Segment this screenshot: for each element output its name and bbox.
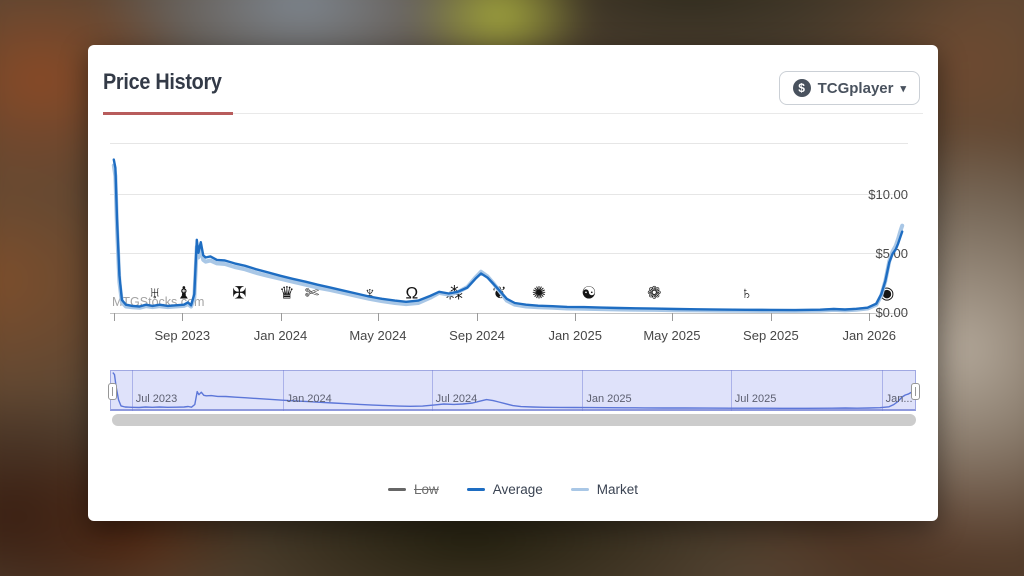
navigator-range-selector[interactable] bbox=[110, 370, 916, 411]
x-axis-tick bbox=[770, 313, 772, 321]
x-axis-tick bbox=[377, 313, 379, 321]
chart-plot-area[interactable] bbox=[110, 143, 908, 313]
x-axis-label: Jan 2025 bbox=[548, 328, 602, 343]
navigator-label: Jul 2024 bbox=[435, 393, 478, 405]
x-axis-label: May 2024 bbox=[349, 328, 407, 343]
legend-swatch bbox=[466, 488, 485, 491]
navigator-label: Jul 2023 bbox=[135, 393, 178, 405]
x-axis-label: Sep 2025 bbox=[743, 328, 799, 343]
x-axis-label: Sep 2024 bbox=[449, 328, 505, 343]
navigator-label: Jan... bbox=[885, 393, 913, 405]
legend-label: Market bbox=[596, 482, 639, 497]
navigator-gridline bbox=[730, 370, 732, 411]
navigator-gridline bbox=[131, 370, 133, 411]
x-axis-tick bbox=[869, 313, 871, 321]
navigator-label: Jan 2024 bbox=[286, 393, 332, 405]
page-title: Price History bbox=[103, 69, 222, 94]
legend-swatch bbox=[387, 488, 406, 491]
navigator-handle-left[interactable] bbox=[108, 383, 117, 400]
navigator-scrollbar[interactable] bbox=[112, 414, 916, 426]
legend-item-low[interactable]: Low bbox=[387, 482, 439, 497]
provider-dropdown-label: TCGplayer bbox=[817, 79, 894, 97]
navigator-gridline bbox=[431, 370, 433, 411]
x-axis-label: Jan 2024 bbox=[253, 328, 308, 343]
legend-label: Average bbox=[492, 482, 543, 497]
chevron-down-icon: ▾ bbox=[900, 82, 906, 95]
x-axis-line bbox=[110, 313, 908, 314]
price-history-card: Price History $ TCGplayer ▾ $0.00 $5.00 $1… bbox=[88, 45, 938, 521]
navigator-handle-right[interactable] bbox=[911, 383, 920, 400]
x-axis-tick bbox=[280, 313, 282, 321]
navigator-gridline bbox=[582, 370, 584, 411]
header-divider bbox=[103, 112, 923, 115]
x-axis-label: Sep 2023 bbox=[154, 328, 211, 343]
legend-item-market[interactable]: Market bbox=[570, 482, 639, 497]
navigator-label: Jan 2025 bbox=[586, 393, 632, 405]
navigator-gridline bbox=[282, 370, 284, 411]
x-axis-tick bbox=[113, 313, 115, 321]
x-axis-tick bbox=[575, 313, 577, 321]
x-axis-label: Jan 2026 bbox=[842, 328, 896, 343]
chart-legend: Low Average Market bbox=[88, 482, 938, 497]
legend-swatch bbox=[570, 488, 589, 491]
legend-item-average[interactable]: Average bbox=[466, 482, 543, 497]
header-accent-underline bbox=[103, 112, 233, 115]
gridline-top bbox=[110, 143, 908, 144]
x-axis-tick bbox=[671, 313, 673, 321]
x-axis-label: May 2025 bbox=[643, 328, 701, 343]
navigator-gridline bbox=[881, 370, 883, 411]
legend-label: Low bbox=[413, 482, 439, 497]
navigator-label: Jul 2025 bbox=[734, 393, 777, 405]
x-axis-tick bbox=[182, 313, 184, 321]
x-axis-tick bbox=[477, 313, 478, 321]
provider-dropdown-button[interactable]: $ TCGplayer ▾ bbox=[778, 71, 920, 105]
dollar-circle-icon: $ bbox=[792, 79, 811, 97]
